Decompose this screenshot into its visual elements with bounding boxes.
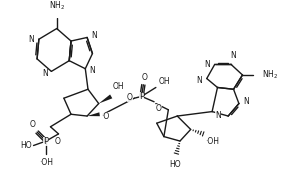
Text: N: N	[89, 66, 95, 75]
Text: ·O: ·O	[101, 112, 110, 121]
Text: N: N	[243, 97, 249, 106]
Text: O: O	[156, 104, 162, 113]
Text: N: N	[92, 31, 97, 40]
Text: HO: HO	[169, 160, 180, 169]
Text: O: O	[29, 120, 35, 129]
Text: NH$_2$: NH$_2$	[49, 0, 65, 12]
Polygon shape	[99, 94, 112, 104]
Text: OH: OH	[113, 82, 125, 91]
Text: N: N	[205, 60, 210, 69]
Text: O: O	[141, 73, 147, 82]
Text: N: N	[215, 111, 221, 120]
Text: P: P	[43, 136, 49, 145]
Text: NH$_2$: NH$_2$	[262, 69, 278, 81]
Text: O: O	[55, 138, 61, 147]
Text: OH: OH	[159, 77, 170, 86]
Text: O: O	[127, 93, 133, 102]
Text: N: N	[42, 69, 48, 78]
Text: N: N	[196, 76, 202, 85]
Polygon shape	[87, 112, 100, 116]
Text: P: P	[139, 92, 144, 101]
Text: N: N	[28, 35, 33, 44]
Text: N: N	[230, 51, 235, 60]
Text: ·OH: ·OH	[39, 158, 53, 167]
Text: ·OH: ·OH	[205, 138, 219, 147]
Text: HO: HO	[20, 141, 32, 150]
